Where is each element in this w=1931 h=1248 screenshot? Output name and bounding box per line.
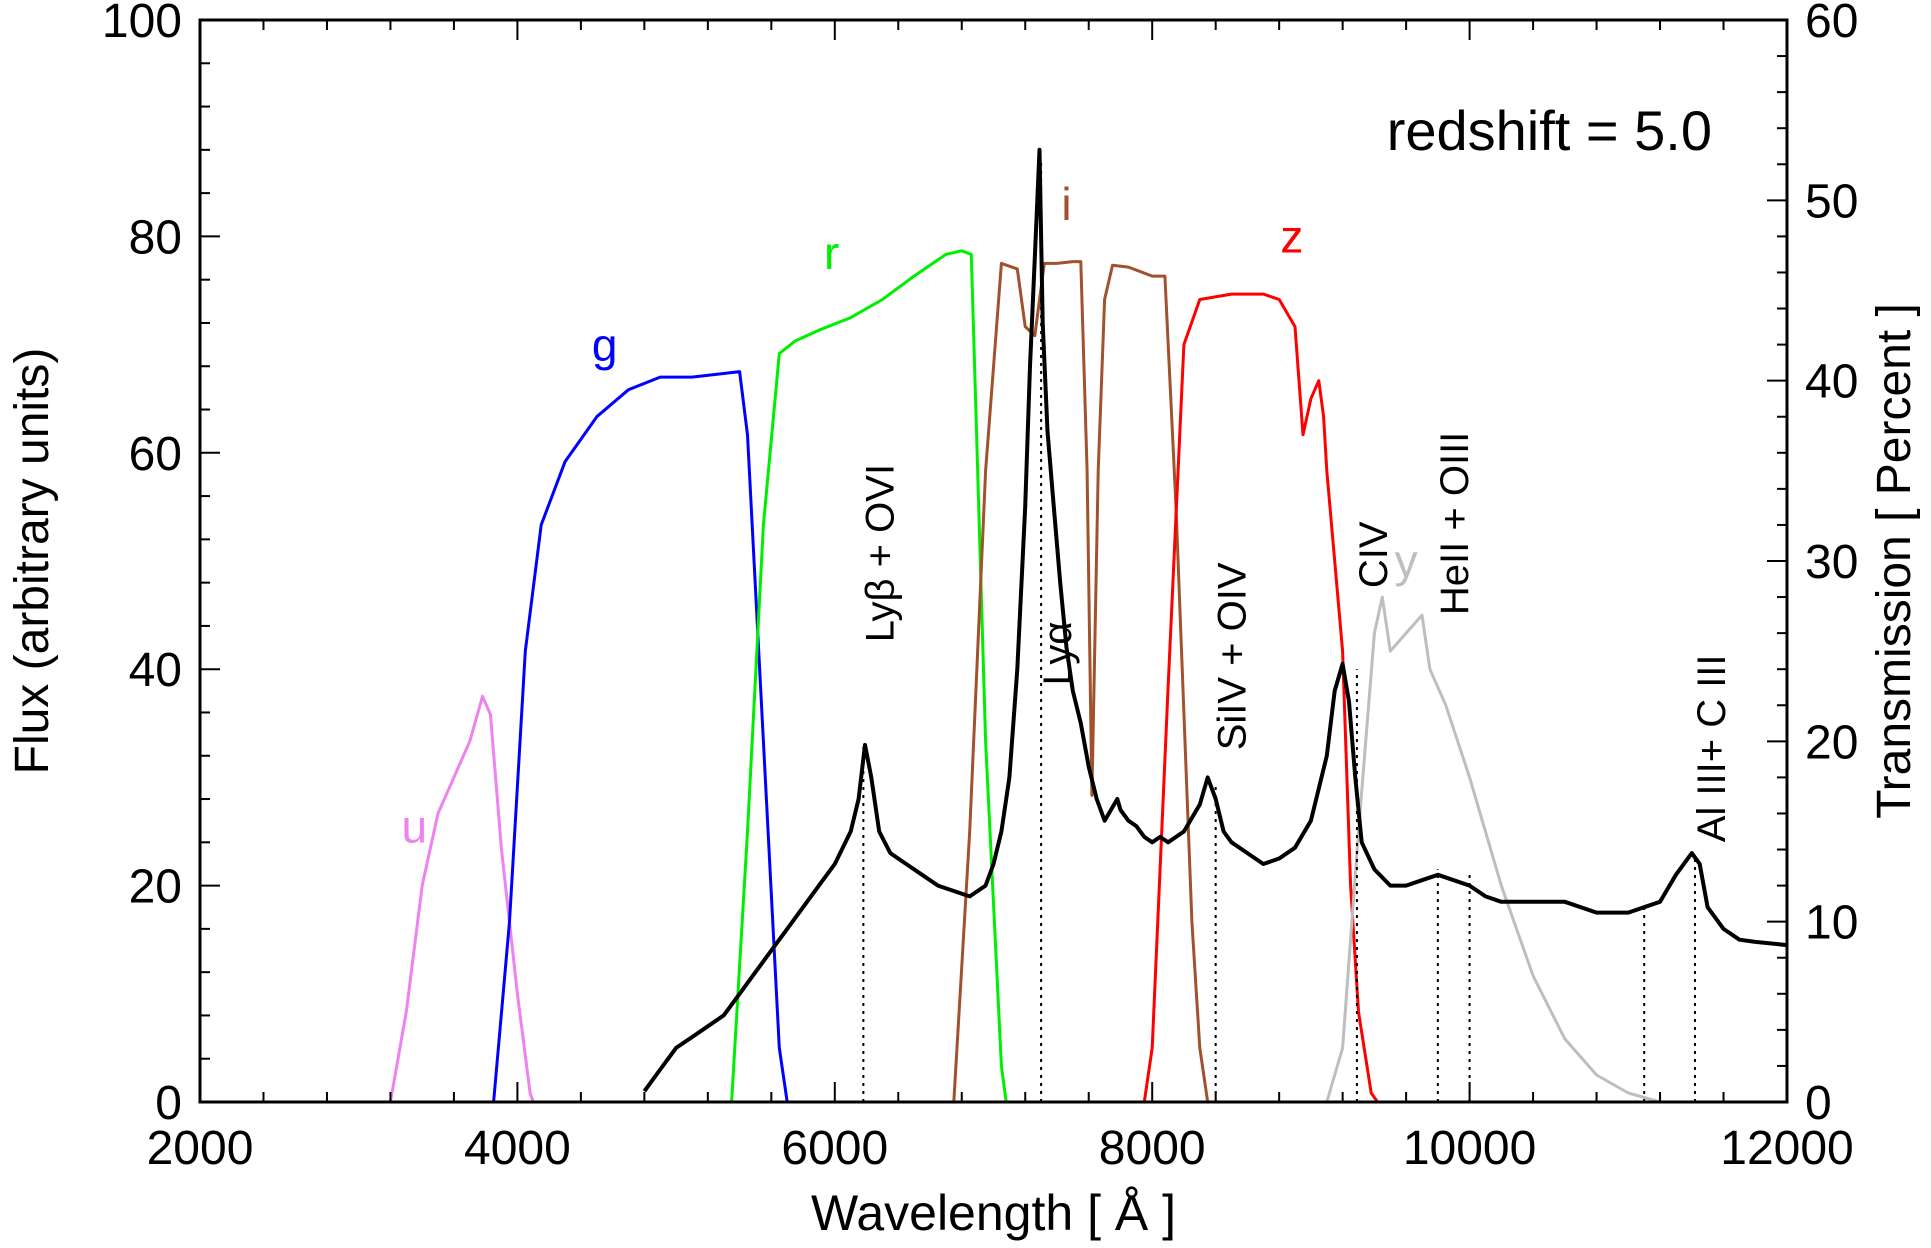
y-tick-label-80: 80	[129, 211, 182, 264]
filter-label-z: z	[1280, 211, 1303, 263]
y2-tick-label-20: 20	[1805, 716, 1858, 769]
axes: 2000 4000 6000 8000 10000 1200002040608010001…	[6, 0, 1921, 1241]
y-tick-label-100: 100	[102, 0, 182, 48]
x-tick-label-12000: 12000	[1720, 1122, 1853, 1175]
y-tick-label-40: 40	[129, 644, 182, 697]
filter-label-u: u	[401, 800, 427, 852]
y2-axis-title: Transmission [ Percent ]	[1868, 303, 1921, 819]
filter-g-curve	[492, 370, 1787, 1104]
redshift-annotation: redshift = 5.0	[1387, 99, 1712, 162]
spectrum-line	[642, 147, 1788, 1093]
plot-lines	[388, 147, 1788, 1104]
filter-r-curve	[730, 249, 1787, 1104]
y2-tick-label-40: 40	[1805, 356, 1858, 409]
filter-i-curve	[952, 260, 1787, 1104]
filter-label-g: g	[592, 319, 618, 371]
y2-tick-label-60: 60	[1805, 0, 1858, 48]
emission-label-ly: Lyα	[1036, 622, 1080, 686]
filter-label-r: r	[824, 227, 839, 279]
labels: redshift = 5.0 u g r i z y Lyβ + OVI Lyα SiIV + O…	[401, 99, 1734, 852]
emission-label-siiv-oiv: SiIV + OIV	[1211, 562, 1255, 750]
filter-y-curve	[1325, 595, 1787, 1104]
x-axis-title: Wavelength [ Å ]	[811, 1185, 1176, 1241]
emission-label-ly-ovi: Lyβ + OVI	[858, 464, 902, 642]
x-tick-label-2000: 2000	[147, 1122, 254, 1175]
filter-u-curve	[388, 694, 1787, 1104]
y2-tick-label-0: 0	[1805, 1077, 1832, 1130]
y-tick-label-0: 0	[155, 1077, 182, 1130]
y-axis-title: Flux (arbitrary units)	[6, 348, 59, 775]
emission-label-civ: CIV	[1352, 521, 1396, 588]
x-tick-label-6000: 6000	[781, 1122, 888, 1175]
filter-label-i: i	[1061, 178, 1071, 230]
emission-label-al-iii-c-iii: Al III+ C III	[1690, 654, 1734, 842]
x-tick-label-10000: 10000	[1403, 1122, 1536, 1175]
y-tick-label-20: 20	[129, 861, 182, 914]
filter-label-y: y	[1395, 535, 1418, 587]
x-tick-label-8000: 8000	[1099, 1122, 1206, 1175]
y2-tick-label-30: 30	[1805, 536, 1858, 589]
y2-tick-label-50: 50	[1805, 175, 1858, 228]
y2-tick-label-10: 10	[1805, 897, 1858, 950]
x-tick-label-4000: 4000	[464, 1122, 571, 1175]
filter-z-curve	[1142, 292, 1787, 1104]
emission-label-heii-oiii: HeII + OIII	[1433, 432, 1477, 615]
y-tick-label-60: 60	[129, 428, 182, 481]
